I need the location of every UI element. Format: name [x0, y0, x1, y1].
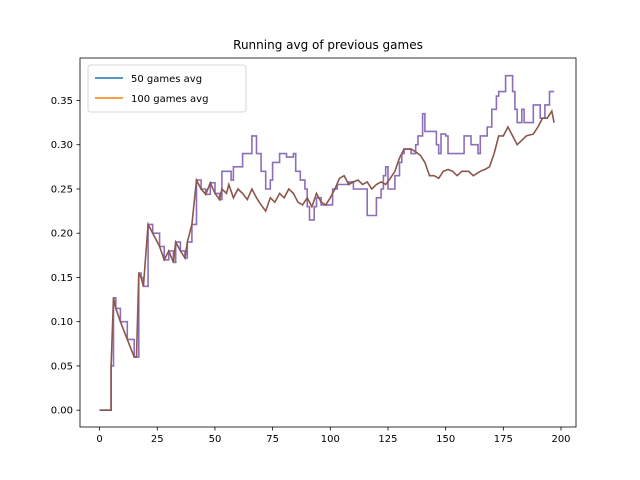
x-tick-label: 125 — [378, 434, 397, 445]
y-tick-label: 0.05 — [51, 361, 73, 372]
axes-frame — [79, 57, 577, 428]
x-tick-label: 200 — [551, 434, 570, 445]
x-tick-label: 175 — [494, 434, 513, 445]
legend: 50 games avg 100 games avg — [87, 64, 247, 113]
legend-box — [87, 64, 247, 113]
x-tick-label: 150 — [436, 434, 455, 445]
x-tick-label: 0 — [96, 434, 102, 445]
y-tick-label: 0.10 — [51, 317, 73, 328]
y-tick-label: 0.00 — [51, 406, 73, 417]
y-tick-label: 0.15 — [51, 273, 73, 284]
y-tick-label: 0.35 — [51, 96, 73, 107]
plot-area: 0 25 50 75 100 125 150 175 200 0.00 0.05 0.10 0.15 0.… — [51, 57, 577, 445]
series-line-2 — [99, 109, 555, 411]
legend-label-1: 50 games avg — [131, 74, 202, 85]
x-tick-label: 100 — [321, 434, 340, 445]
x-tick-label: 25 — [151, 434, 164, 445]
y-tick-label: 0.30 — [51, 140, 73, 151]
y-tick-label: 0.25 — [51, 184, 73, 195]
chart-title: Running avg of previous games — [233, 38, 423, 52]
x-tick-label: 50 — [209, 434, 222, 445]
x-tick-label: 75 — [266, 434, 279, 445]
y-tick-label: 0.20 — [51, 229, 73, 240]
legend-label-2: 100 games avg — [131, 94, 208, 105]
